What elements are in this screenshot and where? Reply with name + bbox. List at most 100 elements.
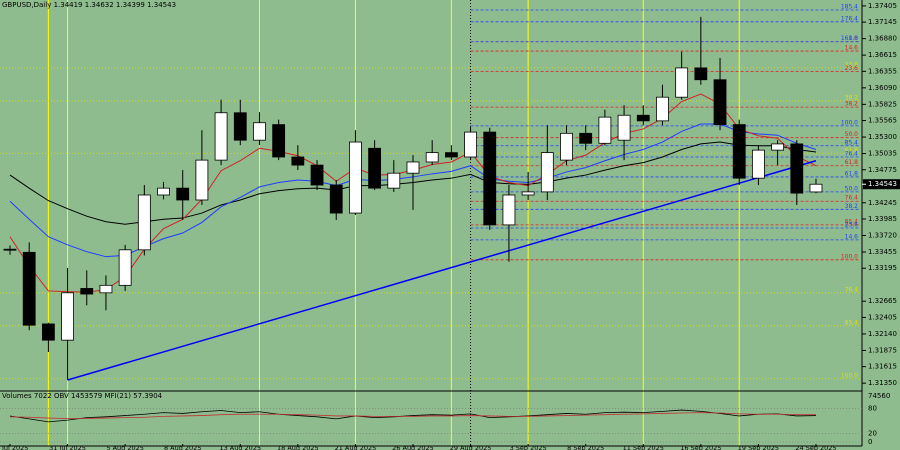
x-tick-label: 21 Aug 2025 xyxy=(335,444,377,450)
candle-body xyxy=(771,143,784,151)
trendline xyxy=(67,160,817,381)
candle-body xyxy=(137,194,151,251)
candle-body xyxy=(406,161,420,174)
candle-body xyxy=(272,124,286,158)
current-price-box xyxy=(863,179,900,190)
candle-body xyxy=(425,152,439,163)
candle-body xyxy=(617,114,631,141)
y-tick-label: 1.33720 xyxy=(868,231,897,239)
y-tick-label: 1.37145 xyxy=(868,18,897,26)
x-tick-label: 18 Aug 2025 xyxy=(277,444,319,450)
candle-body xyxy=(444,152,458,158)
candle-body xyxy=(310,164,324,186)
candle-body xyxy=(790,143,804,194)
candle-body xyxy=(752,149,765,179)
x-tick-label: 26 Aug 2025 xyxy=(392,444,434,450)
fib-level-label: 23.6 xyxy=(845,65,859,72)
fib-level-label: 100.0 xyxy=(841,253,858,260)
candle-body xyxy=(349,141,362,214)
x-tick-label: 8 Sep 2025 xyxy=(567,444,604,450)
candle-body xyxy=(636,114,650,122)
indicator-line xyxy=(9,412,816,419)
fib-level-label: 38.2 xyxy=(845,94,859,101)
candle-body xyxy=(195,159,209,201)
y-tick-label: 1.35300 xyxy=(868,133,897,141)
fib-level-label: 14.6 xyxy=(845,233,859,240)
candle-body xyxy=(22,251,36,326)
volume-scale-label: 74560 xyxy=(868,392,890,400)
y-tick-label: 1.31875 xyxy=(868,346,897,354)
chart-title: GBPUSD,Daily 1.34419 1.34632 1.34399 1.3… xyxy=(2,1,176,9)
fib-level-label: 161.8 xyxy=(841,35,858,42)
candle-body xyxy=(157,187,170,196)
y-tick-label: 1.31350 xyxy=(868,379,897,387)
y-tick-label: 1.36090 xyxy=(868,84,897,92)
fib-level-label: 76.4 xyxy=(845,286,859,293)
candle-body xyxy=(233,112,247,141)
x-tick-label: 29 Aug 2025 xyxy=(450,444,492,450)
indicator-tick-label: 80 xyxy=(868,404,877,412)
fib-level-label: 0.0 xyxy=(848,35,858,42)
y-tick-label: 1.32665 xyxy=(868,297,897,305)
fib-level-label: 38.2 xyxy=(845,101,859,108)
fib-level-label: 61.8 xyxy=(845,147,859,154)
y-tick-label: 1.35035 xyxy=(868,150,897,158)
candle-body xyxy=(464,131,477,158)
candle-body xyxy=(118,249,132,286)
fib-level-label: 85.4 xyxy=(845,139,859,146)
candle-body xyxy=(329,184,343,214)
indicator-tick-label: 0 xyxy=(868,438,872,446)
x-tick-label: 11 Sep 2025 xyxy=(623,444,664,450)
x-tick-label: 19 Sep 2025 xyxy=(738,444,779,450)
fib-level-label: 76.4 xyxy=(845,150,859,157)
fib-level-label: 100.0 xyxy=(841,119,858,126)
fib-level-label: 61.8 xyxy=(845,159,859,166)
x-tick-label: 24 Sep 2025 xyxy=(795,444,836,450)
candle-body xyxy=(483,131,497,226)
y-tick-label: 1.36615 xyxy=(868,51,897,59)
candle-body xyxy=(291,156,305,166)
candle-body xyxy=(99,284,113,294)
fib-level-label: 100.0 xyxy=(841,372,858,379)
fib-level-label: 14.6 xyxy=(845,45,859,52)
candle-body xyxy=(80,288,94,295)
fib-level-label: 176.4 xyxy=(841,15,858,22)
candle-body xyxy=(502,194,516,226)
fib-level-label: 50.0 xyxy=(845,131,859,138)
candle-body xyxy=(387,172,401,189)
y-tick-label: 1.33455 xyxy=(868,248,897,256)
candle-body xyxy=(713,79,727,126)
y-tick-label: 1.34245 xyxy=(868,199,897,207)
candle-body xyxy=(41,323,55,341)
candle-body xyxy=(579,132,593,144)
indicator-line xyxy=(9,409,816,423)
x-tick-label: 8 Aug 2025 xyxy=(164,444,202,450)
y-tick-label: 1.32405 xyxy=(868,313,897,321)
candle-body xyxy=(598,116,612,144)
candle-body xyxy=(214,112,228,161)
fib-level-label: 185.4 xyxy=(841,3,858,10)
x-tick-label: 13 Aug 2025 xyxy=(219,444,261,450)
y-tick-label: 1.36880 xyxy=(868,35,897,43)
candle-body xyxy=(61,292,74,341)
indicator-title: Volumes 7022 OBV 1453579 MFI(21) 57.3904 xyxy=(2,392,163,400)
fib-level-label: 23.6 xyxy=(845,222,859,229)
y-tick-label: 1.33195 xyxy=(868,264,897,272)
candle-body xyxy=(656,96,669,122)
x-tick-label: 3 Sep 2025 xyxy=(510,444,547,450)
y-tick-label: 1.31615 xyxy=(868,363,897,371)
fib-level-label: 23.6 xyxy=(845,61,859,68)
candle-body xyxy=(3,248,17,251)
y-tick-label: 1.35825 xyxy=(868,100,897,108)
fib-level-label: 76.4 xyxy=(845,195,859,202)
current-price-label: 1.34543 xyxy=(868,180,897,188)
candle-body xyxy=(694,67,708,81)
x-tick-label: 5 Aug 2025 xyxy=(106,444,144,450)
candle-body xyxy=(540,152,554,193)
fib-level-label: 38.2 xyxy=(845,203,859,210)
y-tick-label: 1.34775 xyxy=(868,166,897,174)
fib-level-label: 61.8 xyxy=(845,170,859,177)
